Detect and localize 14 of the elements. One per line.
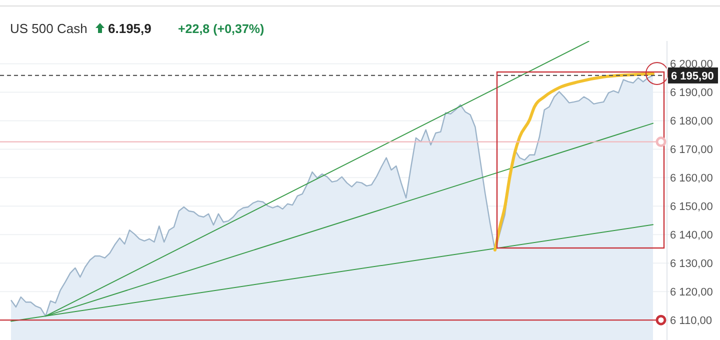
text: +22,8 (+0,37%) (178, 22, 264, 36)
y-tick-label: 6 190,00 (670, 87, 713, 100)
y-tick-label: 6 120,00 (670, 286, 713, 298)
y-tick-label: 6 170,00 (670, 144, 713, 156)
y-tick-label: 6 140,00 (670, 229, 713, 242)
y-tick-label: 6 180,00 (670, 116, 713, 128)
y-tick-label: 6 110,00 (670, 314, 712, 327)
y-tick-label: 6 200,00 (670, 58, 713, 71)
chart-subtitle: 6.195,9 (108, 21, 152, 36)
y-tick-label: 6 130,00 (670, 258, 713, 270)
ref-line-label: 6 195,90 (671, 70, 714, 82)
y-tick-label: 6 150,00 (670, 201, 713, 214)
chart-title: US 500 Cash (10, 21, 88, 36)
y-tick-label: 6 160,00 (670, 172, 713, 185)
